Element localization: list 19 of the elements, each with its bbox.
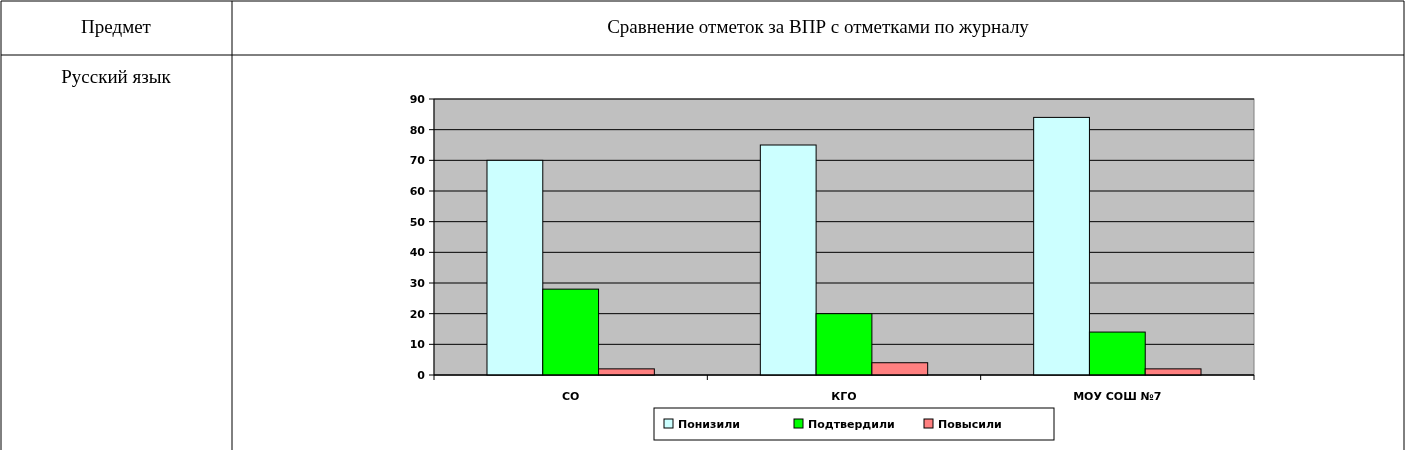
y-tick-label: 10 xyxy=(409,338,426,352)
text: Русский язык xyxy=(61,66,172,87)
y-tick-label: 50 xyxy=(409,215,426,229)
y-tick-label: 20 xyxy=(409,307,426,321)
x-tick-label: КГО xyxy=(831,390,857,403)
legend-label: Подтвердили xyxy=(808,417,895,431)
text: Предмет xyxy=(81,16,152,37)
x-tick-label: СО xyxy=(561,390,580,403)
y-tick-label: 0 xyxy=(417,368,426,382)
y-tick-label: 80 xyxy=(409,123,426,137)
y-tick-label: 60 xyxy=(409,184,426,198)
y-tick-label: 40 xyxy=(409,246,426,260)
y-tick-label: 90 xyxy=(409,92,426,106)
legend-label: Понизили xyxy=(678,417,740,431)
chart-title: Сравнение отметок за ВПР с отметками по журналу xyxy=(607,16,1030,37)
legend-label: Повысили xyxy=(938,417,1002,431)
y-tick-label: 70 xyxy=(409,154,426,168)
y-tick-label: 30 xyxy=(409,276,426,290)
x-tick-label: МОУ СОШ №7 xyxy=(1073,390,1162,403)
